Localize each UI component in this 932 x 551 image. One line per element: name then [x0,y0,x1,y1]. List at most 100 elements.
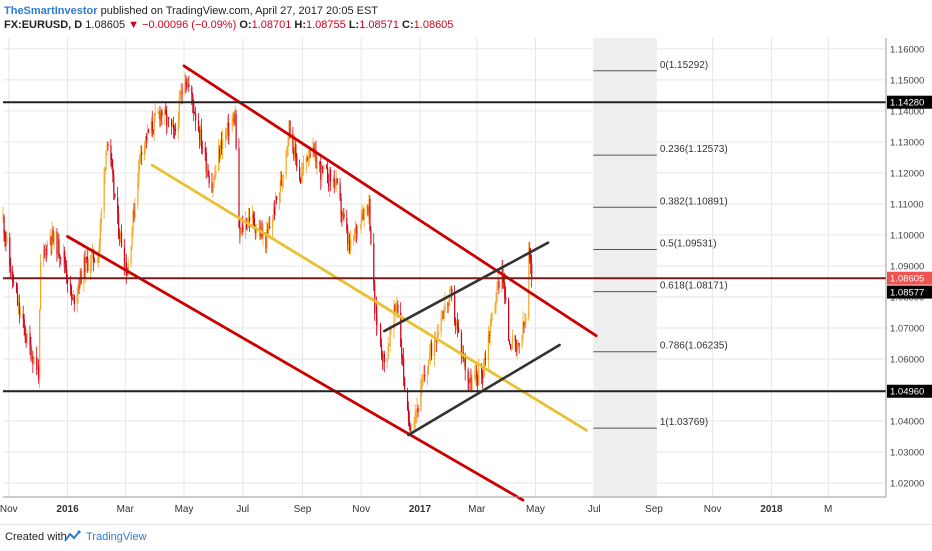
candle-body [78,286,80,288]
candle-body [107,144,109,146]
candle-body [221,141,223,149]
candle-body [214,174,216,178]
candle-body [117,197,119,214]
candle-body [139,154,141,162]
candle-body [194,112,196,115]
candle-body [172,124,175,129]
candle-body [296,156,298,168]
candle-body [441,317,443,319]
candle-body [326,166,328,169]
candle-body [348,240,350,244]
close-value: 1.08605 [413,19,454,31]
candle-body [301,173,303,183]
x-tick-label: 2017 [409,504,432,515]
candle-body [44,248,47,251]
candle-body [322,165,324,170]
candle-body [308,154,310,157]
candle-body [355,227,358,234]
symbol-label: FX:EURUSD, D [4,19,83,31]
candle-body [281,179,283,186]
candle-body [421,381,423,387]
candle-body [38,365,40,379]
candle-body [437,331,439,335]
candle-body [53,232,55,242]
candle-body [232,117,234,121]
candle-body [29,333,31,345]
candle-body [490,313,492,326]
candle-body [327,168,329,184]
candle-body [422,380,424,382]
candle-body [245,221,247,233]
candle-body [450,288,452,290]
candle-body [197,120,200,132]
candle-body [341,214,343,217]
tradingview-logo-icon[interactable] [64,530,82,544]
candle-body [6,237,8,243]
candle-body [390,328,392,330]
price-chart[interactable]: 0(1.15292) 0.236(1.12573) 0.382(1.10891) 0.… [0,0,932,524]
candle-body [336,178,338,184]
candle-body [503,282,505,284]
candle-body [49,236,51,244]
candle-body [180,91,182,98]
upper-red-channel-line [182,64,598,338]
candle-body [134,203,136,218]
x-tick-label: Mar [117,504,135,515]
candle-body [26,333,28,343]
candle-body [415,412,417,415]
fib-zone-band [593,38,657,497]
publisher-name[interactable]: TheSmartInvestor [4,5,98,17]
candle-body [367,206,369,214]
tradingview-brand[interactable]: TradingView [86,531,147,543]
price-label-text: 1.04960 [890,387,924,398]
candle-body [199,129,202,140]
candle-body [18,302,21,315]
candle-body [374,284,376,313]
candle-body [241,224,243,229]
candle-body [160,110,162,121]
candle-body [191,87,193,95]
candle-body [327,183,330,187]
candle-body [530,257,532,264]
candle-body [58,239,60,256]
candle-body [462,352,464,362]
candle-body [174,129,177,131]
x-tick-label: 2016 [56,504,79,515]
published-info: published on TradingView.com, April 27, … [100,5,379,17]
candle-body [377,324,379,326]
candle-body [123,247,126,267]
candle-body [396,304,398,307]
candle-body [328,169,331,187]
candle-body [251,214,254,222]
candle-body [302,163,305,170]
candle-body [340,197,342,215]
open-label: O: [239,19,252,31]
candle-body [153,115,155,132]
candle-body [198,131,201,140]
candle-body [334,182,336,188]
last-price: 1.08605 [85,19,126,31]
candle-body [305,158,308,164]
candle-body [83,257,85,284]
candle-body [179,97,181,99]
candle-body [346,218,348,231]
candle-body [343,213,345,219]
candle-body [2,216,4,220]
candle-body [130,245,132,264]
x-tick-label: Nov [704,504,722,515]
candle-body [177,121,179,131]
candle-body [424,374,426,377]
close-label: C: [402,19,414,31]
candle-body [145,136,147,144]
candle-body [113,174,115,194]
candle-body [319,161,321,165]
candle-body [227,122,230,137]
candle-body [521,335,523,346]
candle-body [409,426,412,432]
candle-body [114,193,116,198]
candle-body [275,196,278,200]
candle-body [100,211,102,224]
candle-body [368,199,370,214]
x-tick-label: May [526,504,545,515]
candle-body [19,314,22,315]
